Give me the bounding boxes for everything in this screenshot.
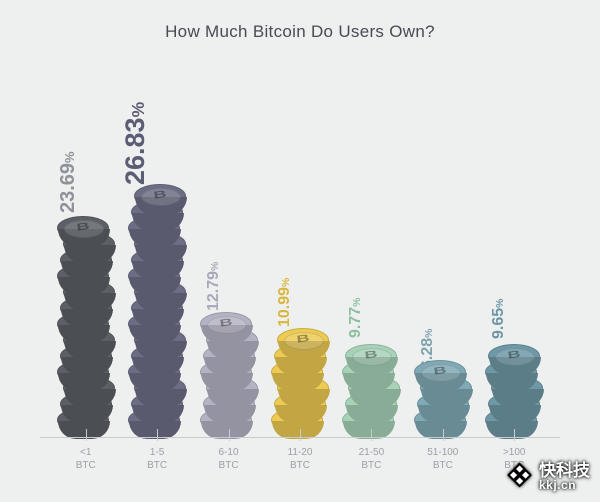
watermark-url: kkj.cn (539, 479, 590, 491)
value-label: 9.77% (347, 297, 365, 338)
coin-icon: B (200, 312, 252, 336)
coin-stack: B26.83% (131, 191, 183, 432)
x-axis: <1BTC 1-5BTC 6-10BTC 11-20BTC 21-50BTC 51-100… (50, 447, 550, 472)
watermark-cn: 快科技 (539, 462, 590, 479)
bar-group: B23.69% (60, 219, 112, 432)
watermark: ❖ 快科技 kkj.cn (506, 459, 590, 494)
bar-group: B9.77% (345, 344, 397, 432)
value-label: 12.79% (205, 261, 223, 311)
coin-stack: B12.79% (203, 317, 255, 432)
coin-icon: B (414, 360, 466, 384)
coin-icon: B (57, 216, 109, 240)
x-tick-label: 51-100BTC (417, 447, 469, 472)
coin-stack: B9.77% (345, 344, 397, 432)
coin-icon: B (345, 344, 397, 368)
x-tick-label: 21-50BTC (345, 447, 397, 472)
watermark-logo-icon: ❖ (506, 459, 533, 494)
bar-group: B6.28% (417, 375, 469, 432)
coin-stack: B6.28% (417, 375, 469, 432)
coin-stack: B23.69% (60, 219, 112, 432)
coin-icon: B (277, 328, 329, 352)
value-label: 26.83% (120, 101, 151, 185)
chart-title: How Much Bitcoin Do Users Own? (0, 0, 600, 42)
coin-icon: B (488, 344, 540, 368)
bar-container: B23.69%B26.83%B12.79%B10.99%B9.77%B6.28%… (50, 102, 550, 432)
bar-group: B9.65% (488, 345, 540, 432)
x-tick-label: 1-5BTC (131, 447, 183, 472)
x-tick-label: 6-10BTC (203, 447, 255, 472)
bar-group: B10.99% (274, 333, 326, 432)
bar-group: B12.79% (203, 317, 255, 432)
value-label: 10.99% (276, 277, 294, 327)
value-label: 23.69% (57, 151, 80, 213)
value-label: 9.65% (490, 298, 508, 339)
coin-stack: B10.99% (274, 333, 326, 432)
bar-group: B26.83% (131, 191, 183, 432)
coin-stack: B9.65% (488, 345, 540, 432)
x-tick-label: <1BTC (60, 447, 112, 472)
chart-area: B23.69%B26.83%B12.79%B10.99%B9.77%B6.28%… (50, 60, 550, 432)
coin-icon: B (134, 184, 186, 208)
x-tick-label: 11-20BTC (274, 447, 326, 472)
